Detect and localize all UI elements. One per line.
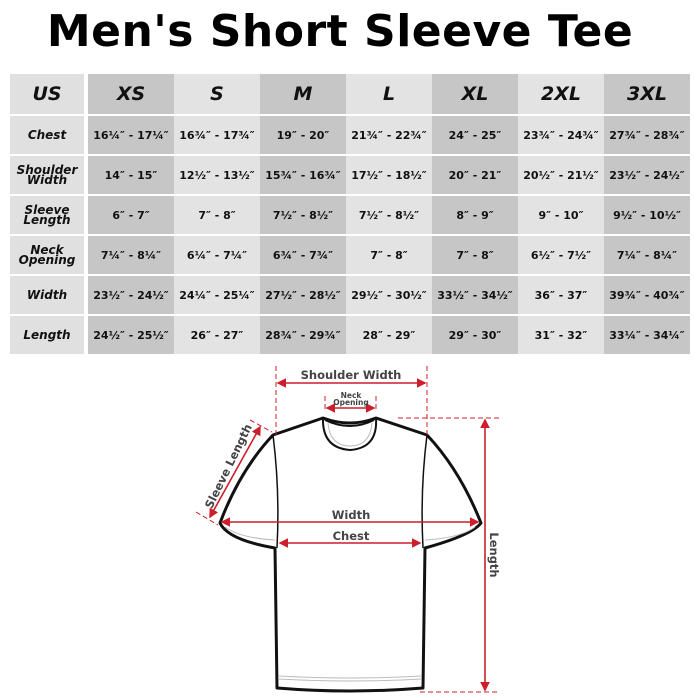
measurement-cell: 17½″ - 18½″ (346, 156, 432, 196)
measurement-cell: 24½″ - 25½″ (88, 316, 174, 356)
measurement-cell: 23½″ - 24½″ (88, 276, 174, 316)
measurement-cell: 7″ - 8″ (346, 236, 432, 276)
table-header-row: US XS S M L XL 2XL 3XL (10, 74, 690, 116)
row-label-text: Neck (30, 243, 64, 257)
table-row: Chest 16¼″ - 17¼″ 16¾″ - 17¾″ 19″ - 20″ 21¾″… (10, 116, 690, 156)
measurement-cell: 24¼″ - 25¼″ (174, 276, 260, 316)
measurement-cell: 9″ - 10″ (518, 196, 604, 236)
row-label: Chest (10, 116, 88, 156)
row-label: Width (10, 276, 88, 316)
measurement-cell: 6¼″ - 7¼″ (174, 236, 260, 276)
measurement-cell: 33¼″ - 34¼″ (604, 316, 690, 356)
width-label: Width (332, 508, 371, 522)
armhole-right (421, 434, 428, 549)
measurement-cell: 26″ - 27″ (174, 316, 260, 356)
header-size: M (260, 74, 346, 116)
measurement-cell: 27¾″ - 28¾″ (604, 116, 690, 156)
tshirt-outline (218, 416, 483, 693)
measurement-cell: 7″ - 8″ (432, 236, 518, 276)
header-size: 3XL (604, 74, 690, 116)
measurement-cell: 8″ - 9″ (432, 196, 518, 236)
measurement-cell: 6¾″ - 7¾″ (260, 236, 346, 276)
collar (321, 417, 378, 452)
table-row: Width 23½″ - 24½″ 24¼″ - 25¼″ 27½″ - 28½″ 29… (10, 276, 690, 316)
armhole-left (272, 434, 279, 549)
measurement-cell: 16¼″ - 17¼″ (88, 116, 174, 156)
measurement-cell: 9½″ - 10½″ (604, 196, 690, 236)
measurement-cell: 12½″ - 13½″ (174, 156, 260, 196)
neck-opening-label-1: Neck (341, 391, 363, 400)
row-label: Sleeve Length (10, 196, 88, 236)
measurement-cell: 20½″ - 21½″ (518, 156, 604, 196)
length-label: Length (487, 532, 501, 577)
row-label: Shoulder Width (10, 156, 88, 196)
measurement-cell: 29½″ - 30½″ (346, 276, 432, 316)
table-row: Sleeve Length 6″ - 7″ 7″ - 8″ 7½″ - 8½″ 7½″ -… (10, 196, 690, 236)
shoulder-width-label: Shoulder Width (301, 368, 402, 382)
chest-label: Chest (333, 529, 370, 543)
measurement-cell: 29″ - 30″ (432, 316, 518, 356)
measurement-cell: 23¾″ - 24¾″ (518, 116, 604, 156)
row-label-text: Length (23, 213, 71, 227)
measurement-cell: 19″ - 20″ (260, 116, 346, 156)
measurement-cell: 36″ - 37″ (518, 276, 604, 316)
row-label-text: Sleeve (24, 203, 70, 217)
measurement-cell: 33½″ - 34½″ (432, 276, 518, 316)
measurement-cell: 7½″ - 8½″ (346, 196, 432, 236)
measurement-cell: 7¼″ - 8¼″ (88, 236, 174, 276)
row-label-text: Width (26, 173, 68, 187)
row-label-text: Shoulder (16, 163, 78, 177)
measurement-cell: 21¾″ - 22¾″ (346, 116, 432, 156)
measurement-cell: 39¾″ - 40¾″ (604, 276, 690, 316)
page-title: Men's Short Sleeve Tee (46, 6, 634, 57)
header-size: L (346, 74, 432, 116)
measurement-cell: 7¼″ - 8¼″ (604, 236, 690, 276)
measurement-cell: 16¾″ - 17¾″ (174, 116, 260, 156)
measurement-cell: 6″ - 7″ (88, 196, 174, 236)
measurement-cell: 15¾″ - 16¾″ (260, 156, 346, 196)
table-row: Length 24½″ - 25½″ 26″ - 27″ 28¾″ - 29¾″ 28″… (10, 316, 690, 356)
measurement-cell: 23½″ - 24½″ (604, 156, 690, 196)
neck-opening-label-2: Opening (333, 398, 368, 407)
measurement-cell: 7″ - 8″ (174, 196, 260, 236)
size-chart-table: US XS S M L XL 2XL 3XL Chest 16¼″ - 17¼″ 16¾″ - 1… (10, 74, 690, 356)
header-size: S (174, 74, 260, 116)
row-label: Length (10, 316, 88, 356)
table-row: Neck Opening 7¼″ - 8¼″ 6¼″ - 7¼″ 6¾″ - 7¾″ 7″… (10, 236, 690, 276)
measurement-cell: 28″ - 29″ (346, 316, 432, 356)
measurement-cell: 7½″ - 8½″ (260, 196, 346, 236)
header-size: 2XL (518, 74, 604, 116)
header-size: XL (432, 74, 518, 116)
measurement-cell: 28¾″ - 29¾″ (260, 316, 346, 356)
row-label: Neck Opening (10, 236, 88, 276)
measurement-cell: 20″ - 21″ (432, 156, 518, 196)
measurement-cell: 31″ - 32″ (518, 316, 604, 356)
measure-arrows (209, 378, 490, 692)
measurement-cell: 14″ - 15″ (88, 156, 174, 196)
guide-lines (195, 366, 500, 693)
measurement-cell: 27½″ - 28½″ (260, 276, 346, 316)
table-row: Shoulder Width 14″ - 15″ 12½″ - 13½″ 15¾″ - … (10, 156, 690, 196)
measurement-cell: 6½″ - 7½″ (518, 236, 604, 276)
row-label-text: Opening (18, 253, 76, 267)
header-size: XS (88, 74, 174, 116)
measurement-cell: 24″ - 25″ (432, 116, 518, 156)
row-label-text: Width (26, 288, 68, 302)
row-label-text: Length (23, 328, 71, 342)
sleeve-length-arrow (209, 425, 261, 519)
header-us: US (10, 74, 88, 116)
row-label-text: Chest (27, 128, 67, 142)
